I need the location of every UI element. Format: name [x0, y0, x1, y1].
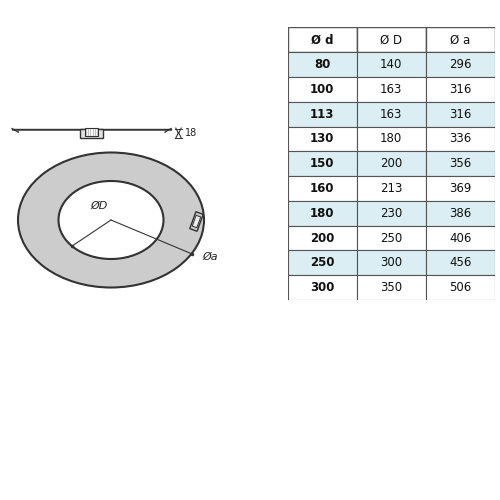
Text: 180: 180 — [310, 207, 334, 220]
Bar — [356, 102, 426, 126]
Text: 113: 113 — [310, 108, 334, 120]
Text: 369: 369 — [449, 182, 471, 195]
Bar — [426, 275, 495, 300]
Bar — [80, 128, 103, 138]
Bar — [288, 226, 356, 250]
Text: 213: 213 — [380, 182, 402, 195]
Text: 200: 200 — [380, 157, 402, 170]
Text: 300: 300 — [310, 281, 334, 294]
Text: 336: 336 — [450, 132, 471, 145]
Bar — [288, 152, 356, 176]
Text: Ø D: Ø D — [380, 34, 402, 46]
Text: 506: 506 — [450, 281, 471, 294]
Text: 140: 140 — [380, 58, 402, 71]
Text: 130: 130 — [310, 132, 334, 145]
Bar — [356, 250, 426, 275]
Text: 18: 18 — [185, 128, 198, 138]
Bar — [288, 126, 356, 152]
Text: 80: 80 — [314, 58, 330, 71]
Text: 316: 316 — [449, 108, 471, 120]
Text: Ø d: Ø d — [311, 34, 334, 46]
Text: 386: 386 — [450, 207, 471, 220]
Text: 250: 250 — [380, 232, 402, 244]
Bar — [356, 176, 426, 201]
Bar — [426, 152, 495, 176]
Text: 300: 300 — [380, 256, 402, 270]
Polygon shape — [192, 216, 200, 228]
Bar — [356, 152, 426, 176]
Bar — [84, 128, 98, 136]
Bar — [356, 52, 426, 77]
Text: 406: 406 — [449, 232, 471, 244]
Text: 163: 163 — [380, 108, 402, 120]
Text: 180: 180 — [380, 132, 402, 145]
Text: 456: 456 — [449, 256, 471, 270]
Bar — [356, 201, 426, 226]
Text: 250: 250 — [310, 256, 334, 270]
Bar — [356, 28, 426, 52]
Ellipse shape — [18, 152, 204, 288]
Bar — [288, 176, 356, 201]
Text: 150: 150 — [310, 157, 334, 170]
Bar — [356, 126, 426, 152]
Text: Øa: Øa — [202, 252, 218, 262]
Bar — [356, 77, 426, 102]
Bar — [426, 250, 495, 275]
Bar — [426, 176, 495, 201]
Bar — [288, 52, 356, 77]
Text: 100: 100 — [310, 83, 334, 96]
Text: 230: 230 — [380, 207, 402, 220]
Bar — [288, 102, 356, 126]
Text: 296: 296 — [449, 58, 471, 71]
Bar — [426, 226, 495, 250]
Bar — [288, 77, 356, 102]
Text: 356: 356 — [450, 157, 471, 170]
Polygon shape — [190, 212, 203, 232]
Bar — [426, 102, 495, 126]
Bar — [426, 77, 495, 102]
Text: 160: 160 — [310, 182, 334, 195]
Text: 200: 200 — [310, 232, 334, 244]
Bar — [288, 201, 356, 226]
Bar — [426, 201, 495, 226]
Text: Ø a: Ø a — [450, 34, 470, 46]
Bar — [426, 28, 495, 52]
Text: 350: 350 — [380, 281, 402, 294]
Bar — [288, 250, 356, 275]
Bar — [426, 52, 495, 77]
Text: ØD: ØD — [90, 201, 108, 211]
Text: 163: 163 — [380, 83, 402, 96]
Bar — [288, 275, 356, 300]
Bar — [288, 28, 356, 52]
Bar — [356, 226, 426, 250]
Bar — [356, 275, 426, 300]
Bar — [426, 126, 495, 152]
Text: 316: 316 — [449, 83, 471, 96]
Ellipse shape — [58, 181, 164, 259]
